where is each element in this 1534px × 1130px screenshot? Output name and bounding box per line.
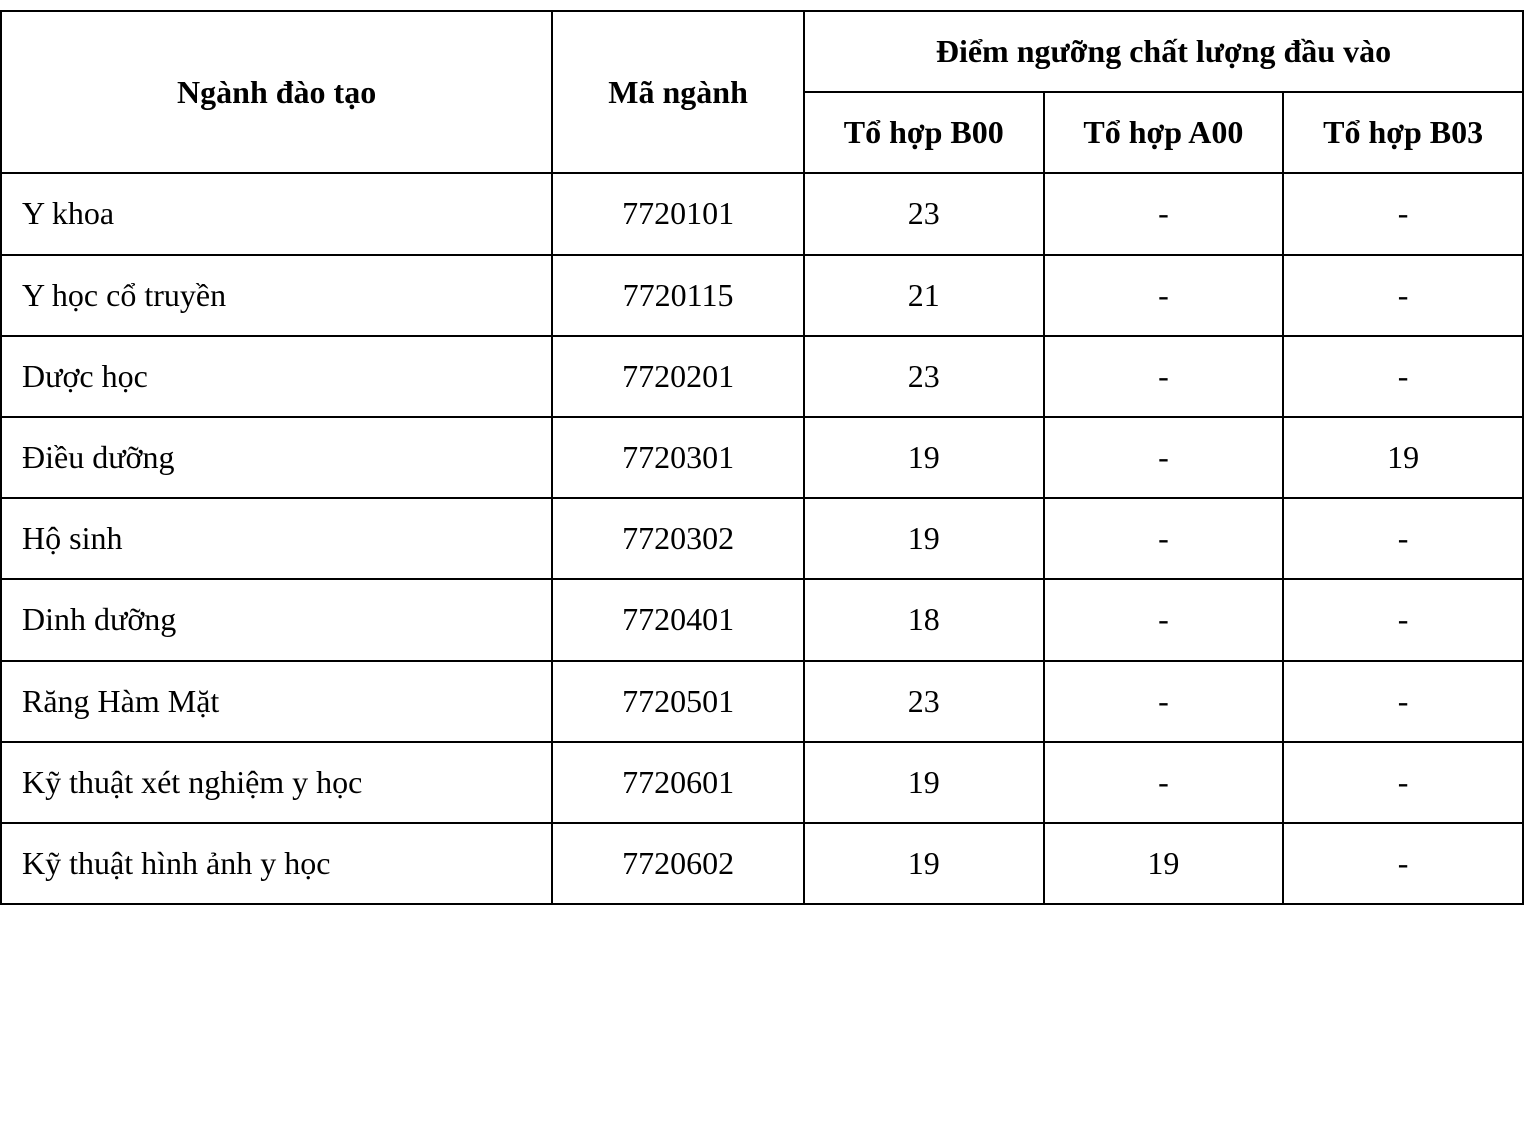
cell-major: Điều dưỡng <box>1 417 552 498</box>
cell-b00: 19 <box>804 417 1044 498</box>
table-row: Y khoa772010123-- <box>1 173 1523 254</box>
cell-major: Y khoa <box>1 173 552 254</box>
table-row: Điều dưỡng772030119-19 <box>1 417 1523 498</box>
cell-a00: - <box>1044 255 1284 336</box>
table-row: Kỹ thuật hình ảnh y học77206021919- <box>1 823 1523 904</box>
header-row-1: Ngành đào tạo Mã ngành Điểm ngưỡng chất … <box>1 11 1523 92</box>
cell-b03: - <box>1283 255 1523 336</box>
cell-code: 7720501 <box>552 661 804 742</box>
cell-code: 7720101 <box>552 173 804 254</box>
cell-b03: 19 <box>1283 417 1523 498</box>
header-a00: Tổ hợp A00 <box>1044 92 1284 173</box>
cell-b03: - <box>1283 823 1523 904</box>
cell-code: 7720601 <box>552 742 804 823</box>
table-row: Dinh dưỡng772040118-- <box>1 579 1523 660</box>
cell-b03: - <box>1283 579 1523 660</box>
table-row: Hộ sinh772030219-- <box>1 498 1523 579</box>
cell-b03: - <box>1283 336 1523 417</box>
cell-major: Kỹ thuật xét nghiệm y học <box>1 742 552 823</box>
cell-a00: - <box>1044 742 1284 823</box>
table-row: Kỹ thuật xét nghiệm y học772060119-- <box>1 742 1523 823</box>
cell-a00: - <box>1044 417 1284 498</box>
cell-code: 7720115 <box>552 255 804 336</box>
table-row: Dược học772020123-- <box>1 336 1523 417</box>
cell-code: 7720201 <box>552 336 804 417</box>
cell-a00: - <box>1044 336 1284 417</box>
cell-b00: 19 <box>804 742 1044 823</box>
cell-a00: - <box>1044 173 1284 254</box>
admission-table: Ngành đào tạo Mã ngành Điểm ngưỡng chất … <box>0 10 1524 905</box>
table-header: Ngành đào tạo Mã ngành Điểm ngưỡng chất … <box>1 11 1523 173</box>
header-threshold: Điểm ngưỡng chất lượng đầu vào <box>804 11 1523 92</box>
cell-major: Dược học <box>1 336 552 417</box>
cell-a00: - <box>1044 579 1284 660</box>
cell-code: 7720401 <box>552 579 804 660</box>
cell-a00: 19 <box>1044 823 1284 904</box>
table-body: Y khoa772010123--Y học cổ truyền77201152… <box>1 173 1523 904</box>
cell-b00: 23 <box>804 661 1044 742</box>
table-row: Răng Hàm Mặt772050123-- <box>1 661 1523 742</box>
cell-code: 7720602 <box>552 823 804 904</box>
cell-b03: - <box>1283 661 1523 742</box>
cell-major: Kỹ thuật hình ảnh y học <box>1 823 552 904</box>
cell-b00: 23 <box>804 336 1044 417</box>
cell-major: Hộ sinh <box>1 498 552 579</box>
cell-a00: - <box>1044 661 1284 742</box>
cell-b00: 23 <box>804 173 1044 254</box>
header-b03: Tổ hợp B03 <box>1283 92 1523 173</box>
cell-a00: - <box>1044 498 1284 579</box>
header-b00: Tổ hợp B00 <box>804 92 1044 173</box>
cell-major: Y học cổ truyền <box>1 255 552 336</box>
cell-b00: 19 <box>804 498 1044 579</box>
cell-b03: - <box>1283 498 1523 579</box>
cell-b03: - <box>1283 173 1523 254</box>
cell-major: Dinh dưỡng <box>1 579 552 660</box>
header-major: Ngành đào tạo <box>1 11 552 173</box>
cell-b03: - <box>1283 742 1523 823</box>
cell-b00: 18 <box>804 579 1044 660</box>
cell-b00: 19 <box>804 823 1044 904</box>
cell-major: Răng Hàm Mặt <box>1 661 552 742</box>
cell-code: 7720302 <box>552 498 804 579</box>
table-row: Y học cổ truyền772011521-- <box>1 255 1523 336</box>
cell-code: 7720301 <box>552 417 804 498</box>
cell-b00: 21 <box>804 255 1044 336</box>
header-code: Mã ngành <box>552 11 804 173</box>
